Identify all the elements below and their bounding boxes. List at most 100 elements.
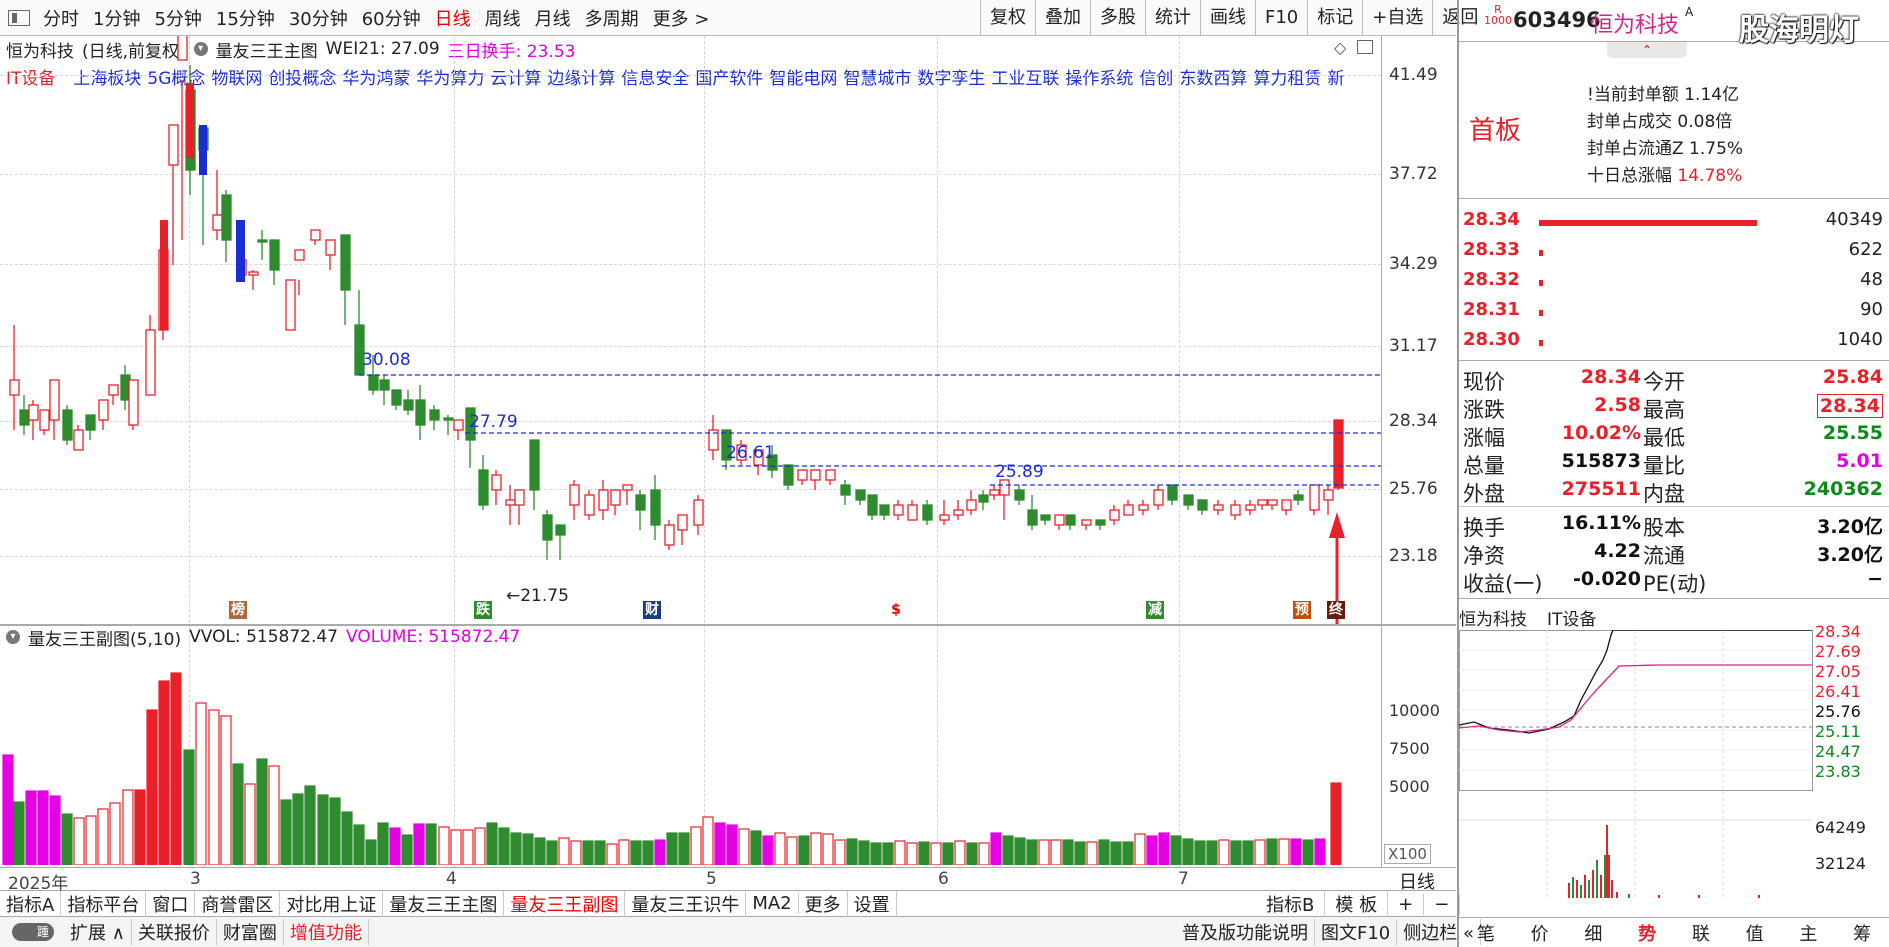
event-marker[interactable]: $ [891,602,901,618]
panel-toggle-icon[interactable] [1357,40,1373,54]
indicator-tab[interactable]: 商誉雷区 [195,890,281,917]
concept-tag[interactable]: 算力租赁 [1253,68,1322,88]
period-tab[interactable]: 分时 [43,8,79,30]
indicator-right-button[interactable]: − [1424,893,1461,915]
order-book-row[interactable]: 28.31 90 [1459,299,1889,329]
intraday-chart[interactable] [1459,630,1813,898]
indicator-tab[interactable]: 量友三王主图 [383,890,505,917]
indicator-tab[interactable]: 量友三王识牛 [625,890,747,917]
panel-tab[interactable]: 主 [1799,923,1818,945]
period-tab[interactable]: 周线 [484,8,521,30]
collapse-chevron-icon[interactable]: ⌃ [1607,42,1687,58]
event-marker[interactable]: 减 [1146,601,1164,619]
order-book-row[interactable]: 28.34 40349 [1459,209,1889,239]
volume-bar [750,830,762,865]
panel-tab[interactable]: 筹 [1853,923,1872,945]
order-book-row[interactable]: 28.32 48 [1459,269,1889,299]
concept-tag[interactable]: 信创 [1139,68,1174,88]
intraday-price-tick: 28.34 [1815,622,1861,641]
panel-tabs: 笔价细势联值主筹 [1459,917,1889,947]
event-marker[interactable]: 终 [1327,601,1345,619]
concept-tag[interactable]: 数字孪生 [917,68,986,88]
event-marker[interactable]: 预 [1293,601,1311,619]
value-added-link[interactable]: 增值功能 [284,919,369,945]
tool-button[interactable]: 标记 [1307,0,1362,36]
event-marker[interactable]: 财 [643,601,661,619]
indicator-tab[interactable]: 设置 [848,890,897,917]
tool-button[interactable]: F10 [1255,0,1307,36]
candle [1123,500,1134,516]
panel-tab[interactable]: 势 [1638,923,1657,945]
order-book-row[interactable]: 28.30 1040 [1459,329,1889,359]
event-marker[interactable]: 跌 [474,601,492,619]
period-tab[interactable]: 30分钟 [288,8,348,30]
indicator-tab[interactable]: 对比用上证 [280,890,384,917]
period-tab[interactable]: 更多 > [652,8,710,30]
period-tab[interactable]: 1分钟 [93,8,141,30]
toggle-switch[interactable]: 踵 [12,923,54,941]
indicator-dropdown-icon[interactable]: ▾ [193,42,208,56]
tool-button[interactable]: 叠加 [1035,0,1090,36]
concept-tag[interactable]: 创投概念 [268,68,337,88]
indicator-tab[interactable]: 量友三王副图 [504,890,626,917]
panel-tab[interactable]: 细 [1584,923,1603,945]
panel-tab[interactable]: 联 [1691,923,1710,945]
status-item[interactable]: 扩展 ∧ [64,919,132,945]
volume-chart[interactable]: 3333333231113331313 [0,650,1381,865]
candlestick-chart[interactable] [0,36,1456,624]
indicator-right-button[interactable]: + [1388,893,1425,915]
concept-tag[interactable]: 华为鸿蒙 [342,68,411,88]
concept-tag[interactable]: 新 [1327,68,1345,88]
pane-divider[interactable] [0,624,1456,626]
subchart-title[interactable]: 量友三王副图(5,10) [28,629,182,650]
indicator-tab[interactable]: 指标平台 [61,890,147,917]
concept-tag[interactable]: 5G概念 [147,68,206,88]
period-tab[interactable]: 日线 [434,8,471,30]
layout-toggle-icon[interactable] [8,9,30,26]
tool-button[interactable]: 返回 [1432,0,1487,36]
tool-button[interactable]: 复权 [980,0,1035,36]
period-tab[interactable]: 60分钟 [361,8,421,30]
status-right-item[interactable]: 侧边栏 « [1397,919,1481,945]
concept-tag[interactable]: 云计算 [490,68,542,88]
order-book-row[interactable]: 28.33 622 [1459,239,1889,269]
concept-tag[interactable]: 智慧城市 [843,68,912,88]
status-item[interactable]: 财富圈 [217,919,284,945]
draw-diamond-icon[interactable]: ◇ [1334,38,1347,57]
status-right-item[interactable]: 图文F10 [1315,919,1398,945]
indicator-tab[interactable]: 指标A [0,890,62,917]
concept-tag[interactable]: 物联网 [211,68,263,88]
tool-button[interactable]: 统计 [1145,0,1200,36]
tool-button[interactable]: 多股 [1090,0,1145,36]
sector-tag[interactable]: IT设备 [6,68,56,88]
indicator-tab[interactable]: 更多 [799,890,848,917]
indicator-tab[interactable]: MA2 [746,893,799,914]
period-tab[interactable]: 多周期 [584,8,639,30]
concept-tag[interactable]: 国产软件 [695,68,764,88]
concept-tag[interactable]: 上海板块 [73,68,142,88]
status-right-item[interactable]: 普及版功能说明 [1176,919,1315,945]
panel-tab[interactable]: 笔 [1476,923,1495,945]
volume-bar [594,840,606,865]
subchart-dropdown-icon[interactable]: ▾ [6,630,20,644]
indicator-tab[interactable]: 窗口 [146,890,196,917]
period-tab[interactable]: 月线 [534,8,571,30]
period-tab[interactable]: 15分钟 [215,8,275,30]
panel-tab[interactable]: 价 [1530,923,1549,945]
tool-button[interactable]: 画线 [1200,0,1255,36]
concept-tag[interactable]: 信息安全 [621,68,690,88]
tool-button[interactable]: +自选 [1362,0,1432,36]
concept-tag[interactable]: 工业互联 [991,68,1060,88]
concept-tag[interactable]: 华为算力 [416,68,485,88]
period-tab[interactable]: 5分钟 [154,8,202,30]
concept-tag[interactable]: 操作系统 [1065,68,1134,88]
indicator-right-button[interactable]: 指标B [1256,891,1326,917]
event-marker[interactable]: 榜 [229,601,247,619]
status-item[interactable]: 关联报价 [132,919,217,945]
indicator-right-button[interactable]: 模 板 [1325,891,1389,917]
concept-tag[interactable]: 智能电网 [769,68,838,88]
concept-tag[interactable]: 东数西算 [1179,68,1248,88]
indicator-name[interactable]: 量友三王主图 [215,41,318,62]
concept-tag[interactable]: 边缘计算 [547,68,616,88]
panel-tab[interactable]: 值 [1745,923,1764,945]
